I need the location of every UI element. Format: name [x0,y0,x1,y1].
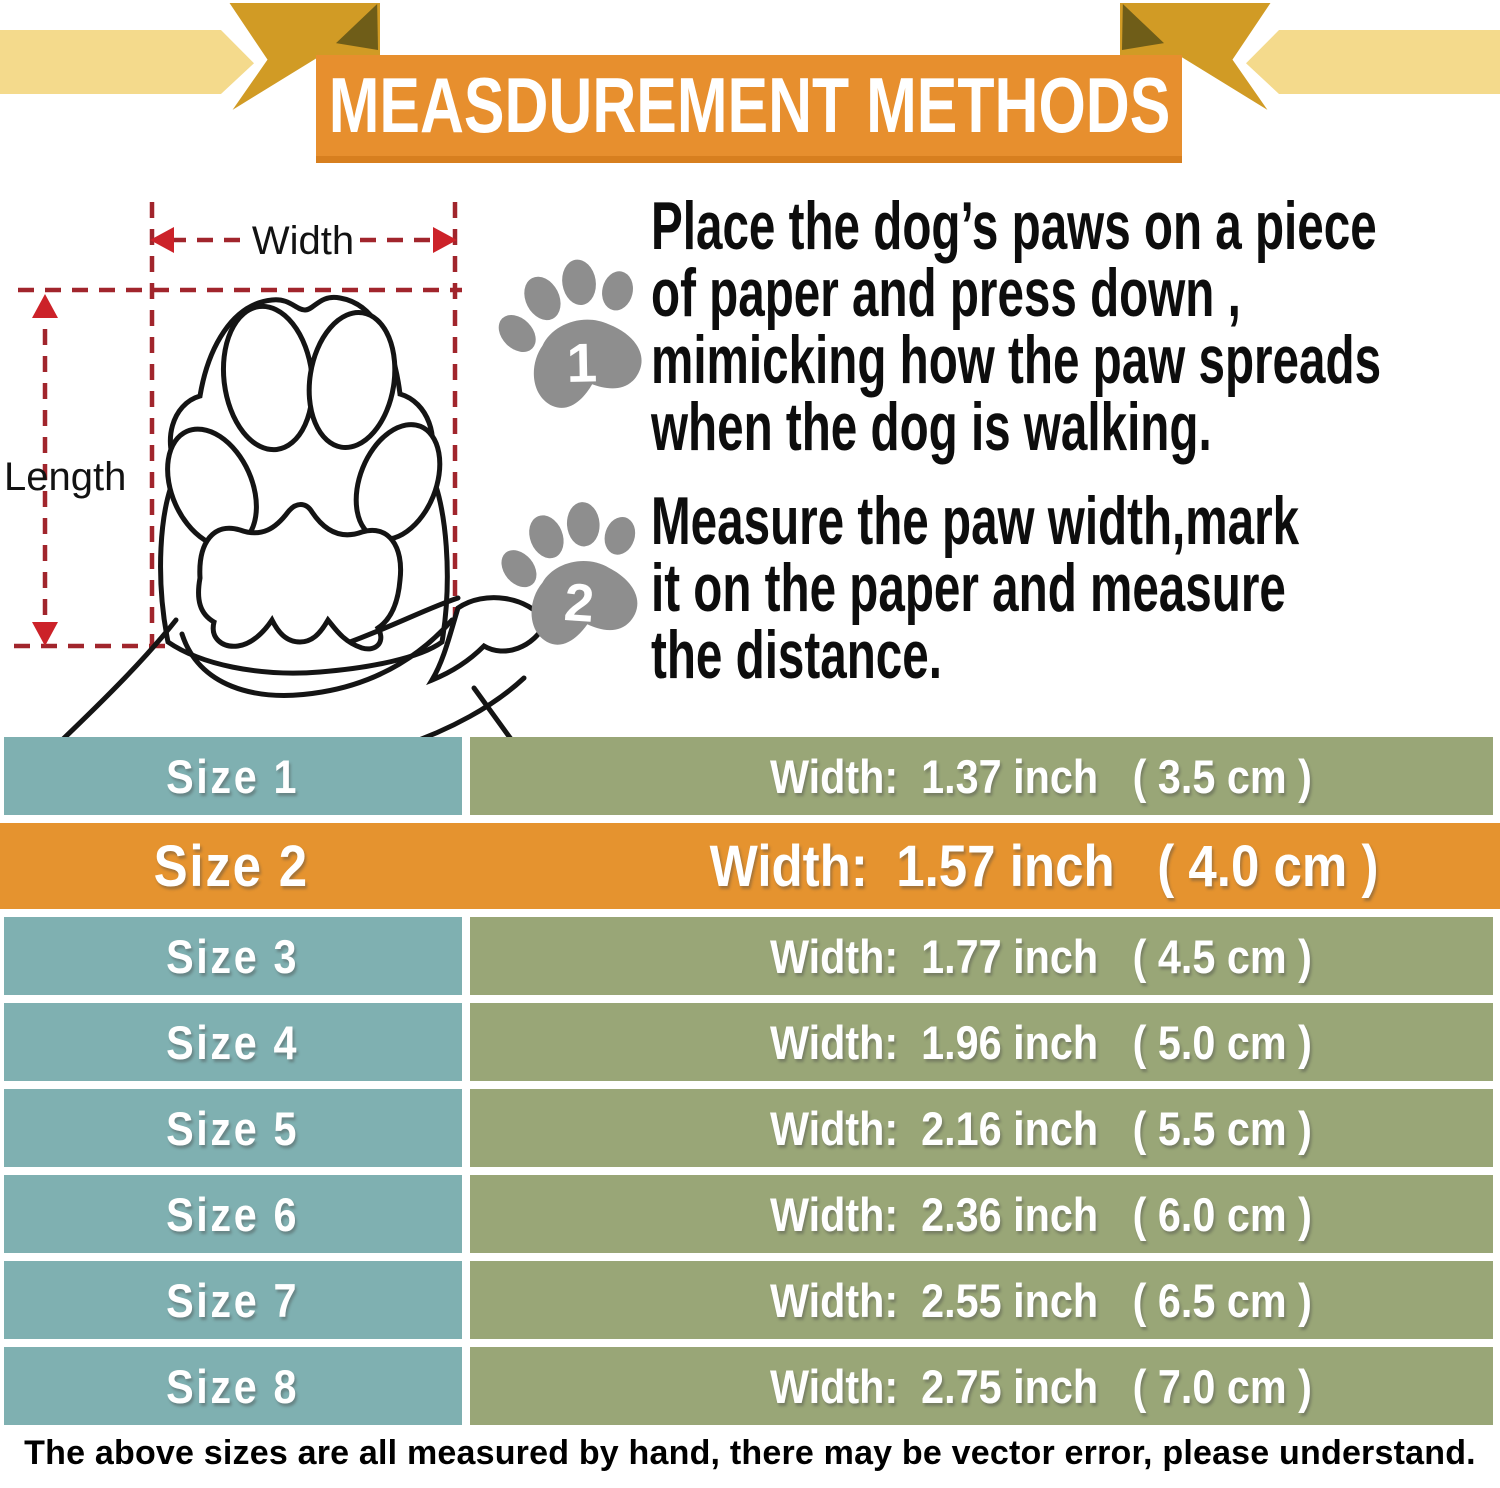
width-cell: Width: 2.36 inch ( 6.0 cm ) [470,1175,1493,1253]
size-label: Size 5 [166,1101,300,1155]
instruction-step-2: Measure the paw width,mark it on the pap… [651,483,1300,693]
footnote-disclaimer: The above sizes are all measured by hand… [24,1434,1476,1472]
size-label: Size 4 [166,1015,300,1069]
width-cell: Width: 2.75 inch ( 7.0 cm ) [470,1347,1493,1425]
width-cell: Width: 1.96 inch ( 5.0 cm ) [470,1003,1493,1081]
ribbon-band-left [0,30,254,94]
width-value: Width: 1.77 inch ( 4.5 cm ) [769,929,1312,983]
width-cell: Width: 2.55 inch ( 6.5 cm ) [470,1261,1493,1339]
width-cell: Width: 1.57 inch ( 4.0 cm ) [470,823,1500,909]
size-label: Size 8 [166,1359,300,1413]
paw-measurement-diagram: Width Length [4,202,549,749]
table-row-size-3: Size 3 Width: 1.77 inch ( 4.5 cm ) [4,917,1493,995]
width-cell: Width: 2.16 inch ( 5.5 cm ) [470,1089,1493,1167]
table-row-size-5: Size 5 Width: 2.16 inch ( 5.5 cm ) [4,1089,1493,1167]
width-value: Width: 2.75 inch ( 7.0 cm ) [769,1359,1312,1413]
size-cell: Size 1 [4,737,462,815]
measure-arrowheads [32,227,457,646]
width-value: Width: 2.36 inch ( 6.0 cm ) [769,1187,1312,1241]
step2-number: 2 [562,573,596,634]
table-row-size-1: Size 1 Width: 1.37 inch ( 3.5 cm ) [4,737,1493,815]
width-cell: Width: 1.37 inch ( 3.5 cm ) [470,737,1493,815]
paw-outline-drawing [57,294,549,749]
step1-paw-icon: 1 [498,259,642,408]
size-label: Size 2 [153,833,309,899]
size-cell: Size 4 [4,1003,462,1081]
table-row-size-7: Size 7 Width: 2.55 inch ( 6.5 cm ) [4,1261,1493,1339]
width-label: Width [252,219,354,263]
size-cell: Size 6 [4,1175,462,1253]
width-value: Width: 1.96 inch ( 5.0 cm ) [769,1015,1312,1069]
size-cell: Size 2 [0,823,462,909]
table-row-size-4: Size 4 Width: 1.96 inch ( 5.0 cm ) [4,1003,1493,1081]
size-label: Size 3 [166,929,300,983]
size-cell: Size 8 [4,1347,462,1425]
title-banner: MEASDUREMENT METHODS [316,55,1182,163]
page-title: MEASDUREMENT METHODS [328,61,1170,149]
step1-number: 1 [566,331,598,394]
size-cell: Size 5 [4,1089,462,1167]
size-label: Size 7 [166,1273,300,1327]
size-label: Size 6 [166,1187,300,1241]
size-label: Size 1 [166,749,300,803]
width-value: Width: 1.57 inch ( 4.0 cm ) [709,833,1379,899]
table-row-size-6: Size 6 Width: 2.36 inch ( 6.0 cm ) [4,1175,1493,1253]
table-row-size-2-highlighted: Size 2 Width: 1.57 inch ( 4.0 cm ) [0,823,1500,909]
step2-paw-icon: 2 [501,502,638,645]
table-row-size-8: Size 8 Width: 2.75 inch ( 7.0 cm ) [4,1347,1493,1425]
instruction-step-1: Place the dog’s paws on a piece of paper… [651,188,1382,465]
length-label: Length [4,455,126,499]
width-cell: Width: 1.77 inch ( 4.5 cm ) [470,917,1493,995]
width-value: Width: 1.37 inch ( 3.5 cm ) [769,749,1312,803]
size-table: Size 1 Width: 1.37 inch ( 3.5 cm ) Size … [0,737,1500,1433]
width-value: Width: 2.16 inch ( 5.5 cm ) [769,1101,1312,1155]
ribbon-band-right [1246,30,1500,94]
size-cell: Size 7 [4,1261,462,1339]
width-value: Width: 2.55 inch ( 6.5 cm ) [769,1273,1312,1327]
size-cell: Size 3 [4,917,462,995]
